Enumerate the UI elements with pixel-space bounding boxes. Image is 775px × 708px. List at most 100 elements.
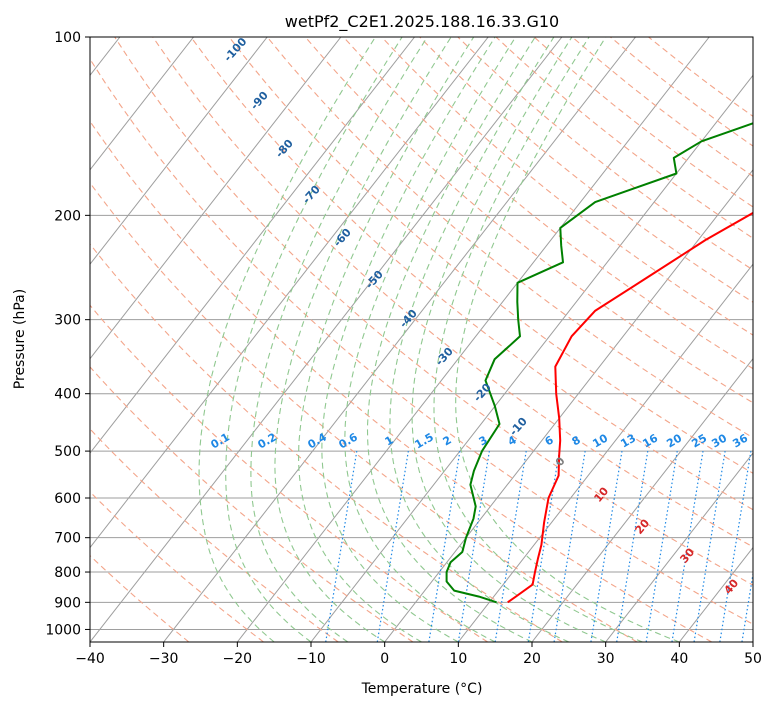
y-tick-label: 900 — [54, 595, 81, 611]
dry-adiabats — [90, 37, 753, 642]
dry-adiabat-line — [90, 428, 339, 642]
mixing-ratio-label: 6 — [543, 433, 556, 448]
isotherm-line — [90, 37, 194, 171]
axes: −40 −30 −20 −10 0 10 20 30 40 5010020030040050060… — [45, 30, 762, 667]
dry-adiabat-line — [381, 37, 753, 336]
dry-adiabat-line — [228, 37, 753, 474]
isotherm-line — [310, 74, 753, 642]
dry-adiabat-line — [90, 243, 563, 642]
dry-adiabat-label: -100 — [221, 35, 249, 64]
moist-adiabat-line — [298, 37, 475, 642]
line-labels: -100-90-80-70-60-50-40-30-20-100.1 0.2 0.4… — [209, 35, 751, 597]
dry-adiabat-label: -80 — [273, 137, 296, 161]
dry-adiabat-label: -90 — [248, 89, 271, 113]
x-tick-label: −10 — [296, 651, 326, 667]
isotherm-line — [384, 168, 753, 642]
grid-layer — [90, 37, 753, 642]
x-tick-label: 30 — [597, 651, 615, 667]
moist-adiabats — [198, 37, 680, 642]
mixing-ratio-label: 0.4 — [306, 430, 330, 451]
moist-adiabat-line — [455, 37, 680, 642]
mixing-ratio-line — [616, 451, 649, 642]
mixing-ratio-line — [693, 451, 726, 642]
moist-adiabat-label: 0 — [553, 454, 568, 468]
y-axis-title: Pressure (hPa) — [12, 289, 28, 389]
x-tick-label: −20 — [223, 651, 253, 667]
y-tick-label: 700 — [54, 531, 81, 547]
mixing-ratio-label: 16 — [640, 431, 660, 450]
x-tick-label: 0 — [380, 651, 389, 667]
mixing-ratio-line — [376, 451, 409, 642]
profile-series-line — [507, 211, 753, 604]
isotherm-line — [531, 357, 753, 642]
isotherm-line — [90, 37, 342, 360]
isotherm-line — [90, 37, 563, 642]
dry-adiabat-line — [90, 304, 488, 642]
y-tick-label: 600 — [54, 491, 81, 507]
dry-adiabat-line — [114, 37, 753, 586]
isotherm-line — [90, 37, 268, 266]
mixing-ratio-label: 8 — [570, 433, 583, 448]
dry-adiabat-line — [90, 491, 264, 642]
dry-adiabat-line — [90, 120, 712, 642]
mixing-ratio-line — [671, 451, 704, 642]
dry-adiabat-label: -70 — [300, 183, 323, 207]
isotherm-line — [605, 452, 753, 642]
dry-adiabat-label: -30 — [433, 345, 456, 369]
moist-adiabat-line — [433, 37, 643, 642]
moist-adiabat-line — [225, 37, 403, 642]
mixing-ratio-line — [719, 451, 752, 642]
plot-frame — [89, 36, 754, 643]
isotherm-line — [752, 641, 753, 642]
isotherm-line — [90, 37, 415, 454]
mixing-ratio-label: 25 — [689, 432, 709, 451]
mixing-ratio-label: 1.5 — [413, 430, 436, 451]
x-axis-title: Temperature (°C) — [361, 681, 483, 697]
dry-adiabat-line — [152, 37, 753, 548]
mixing-ratio-label: 20 — [664, 431, 684, 450]
mixing-ratio-line — [553, 451, 586, 642]
y-tick-label: 1000 — [45, 622, 81, 638]
x-tick-label: 20 — [523, 651, 541, 667]
y-tick-label: 100 — [54, 30, 81, 46]
mixing-ratio-label: 13 — [618, 432, 638, 451]
mixing-ratio-line — [457, 451, 490, 642]
moist-adiabat-line — [389, 37, 570, 642]
y-tick-label: 300 — [54, 313, 81, 329]
dry-adiabat-line — [90, 181, 638, 642]
moist-adiabat-label: 40 — [721, 576, 741, 596]
dry-adiabat-label: -20 — [471, 381, 494, 405]
dry-adiabat-line — [90, 57, 753, 625]
x-tick-label: −30 — [149, 651, 179, 667]
mixing-ratio-line — [645, 451, 678, 642]
moist-adiabat-line — [411, 37, 606, 642]
mixing-ratio-label: 30 — [709, 431, 729, 450]
dry-adiabat-label: -40 — [397, 307, 420, 331]
dry-adiabat-line — [419, 37, 753, 303]
moist-adiabat-label: 10 — [591, 484, 611, 504]
mixing-ratio-line — [768, 451, 775, 642]
x-tick-label: −40 — [75, 651, 105, 667]
dry-adiabat-line — [190, 37, 753, 511]
mixing-ratio-line — [590, 451, 623, 642]
mixing-ratio-line — [428, 451, 461, 642]
moist-adiabat-label: 30 — [677, 545, 697, 565]
chart-title: wetPf2_C2E1.2025.188.16.33.G10 — [285, 12, 559, 32]
mixing-ratio-line — [325, 451, 358, 642]
dry-adiabat-line — [90, 554, 190, 642]
profile-series-line — [445, 122, 753, 604]
moist-adiabat-line — [274, 37, 452, 642]
mixing-ratio-line — [527, 451, 560, 642]
mixing-ratio-label: 0.6 — [337, 430, 361, 451]
isotherm-line — [163, 37, 636, 642]
moist-adiabat-line — [198, 37, 376, 642]
moist-adiabat-line — [321, 37, 496, 642]
mixing-ratio-label: 10 — [590, 431, 610, 450]
moist-adiabat-line — [344, 37, 517, 642]
y-tick-label: 800 — [54, 565, 81, 581]
mixing-ratio-line — [494, 451, 527, 642]
plot-area: -100-90-80-70-60-50-40-30-20-100.1 0.2 0.4… — [90, 35, 775, 642]
x-tick-label: 40 — [670, 651, 688, 667]
moist-adiabat-line — [250, 37, 428, 642]
